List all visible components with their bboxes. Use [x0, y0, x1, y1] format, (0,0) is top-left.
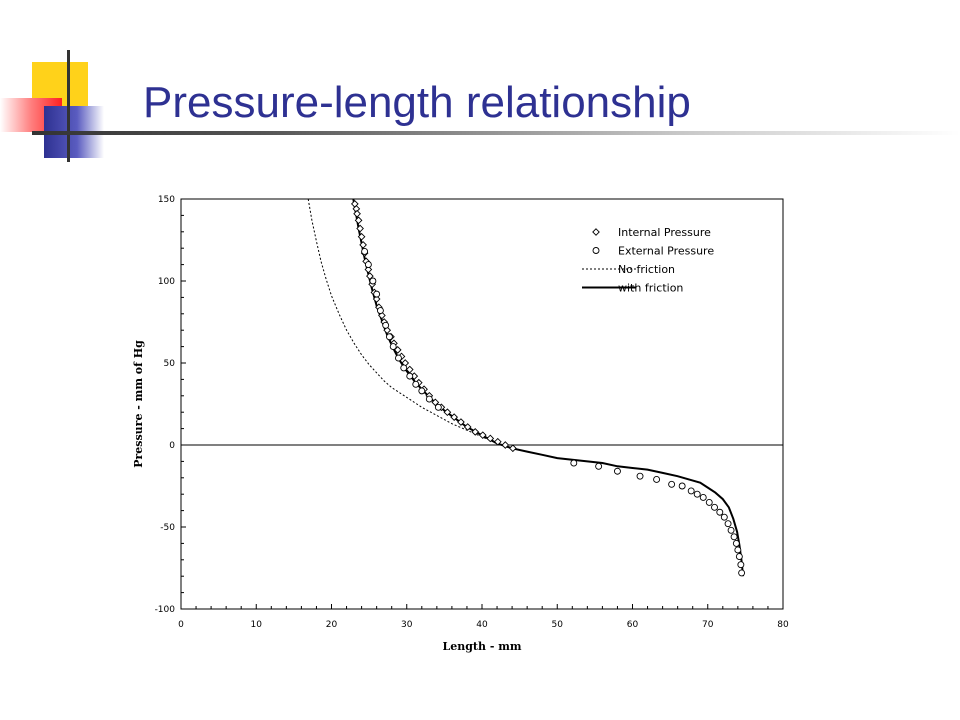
- y-tick-label: -50: [160, 523, 175, 533]
- external-pressure-point: [369, 277, 377, 285]
- external-pressure-point: [678, 482, 686, 490]
- axis-ticks: 0 10 20 30 40 50 60 70 80 150 100 50 0 -50 -100: [155, 195, 789, 630]
- external-pressure-point: [711, 503, 718, 511]
- internal-pressure-point: [354, 216, 363, 225]
- internal-pressure-point: [509, 444, 517, 453]
- external-pressure-point: [412, 380, 420, 388]
- internal-pressure-point: [592, 228, 600, 236]
- series-group: [307, 199, 746, 577]
- external-pressure-point: [400, 364, 408, 372]
- external-pressure-point: [737, 561, 745, 569]
- legend: Internal Pressure External Pressure No fri…: [582, 226, 714, 295]
- no-friction-line: [307, 199, 513, 449]
- x-tick-label: 80: [777, 620, 789, 630]
- external-pressure-point: [727, 526, 735, 534]
- x-tick-label: 70: [702, 620, 714, 630]
- external-pressure-point: [406, 372, 414, 380]
- x-tick-label: 30: [401, 620, 413, 630]
- internal-pressure-point: [443, 408, 452, 417]
- external-pressure-point: [373, 290, 381, 298]
- ornament-vertical-line: [67, 50, 70, 162]
- external-pressure-point: [595, 462, 603, 470]
- plot-frame: [180, 198, 784, 610]
- external-pressure-point: [592, 247, 600, 254]
- internal-pressure-point: [501, 441, 510, 449]
- internal-pressure-point: [364, 265, 373, 274]
- legend-label: No friction: [618, 263, 675, 276]
- external-pressure-point: [434, 403, 442, 411]
- external-pressure-point: [735, 553, 743, 560]
- x-tick-label: 40: [476, 620, 488, 630]
- external-pressure-point: [716, 508, 724, 516]
- y-axis-label: Pressure - mm of Hg: [132, 340, 145, 468]
- internal-pressure-point: [486, 434, 495, 443]
- y-tick-label: 0: [169, 441, 175, 451]
- internal-pressure-point: [357, 232, 366, 241]
- y-tick-label: 150: [158, 195, 175, 205]
- external-pressure-point: [738, 569, 746, 577]
- external-pressure-point: [418, 387, 426, 395]
- x-tick-label: 60: [627, 620, 639, 630]
- x-tick-label: 10: [251, 620, 263, 630]
- title-underline: [32, 131, 960, 135]
- internal-pressure-point: [450, 413, 458, 421]
- x-tick-label: 20: [326, 620, 338, 630]
- external-pressure-point: [693, 490, 701, 498]
- internal-pressure-point: [359, 241, 367, 249]
- external-pressure-point: [668, 480, 676, 488]
- external-pressure-point: [425, 395, 433, 403]
- legend-label: with friction: [618, 282, 683, 295]
- external-pressure-point: [376, 307, 384, 314]
- y-tick-label: 100: [158, 277, 175, 287]
- internal-pressure-point: [463, 423, 472, 431]
- y-tick-label: -100: [155, 605, 176, 615]
- internal-pressure-point: [478, 431, 487, 439]
- internal-pressure-point: [356, 224, 364, 233]
- external-pressure-point: [653, 475, 661, 483]
- external-pressure-point: [570, 459, 578, 467]
- x-tick-label: 50: [552, 620, 564, 630]
- internal-pressure-point: [353, 209, 361, 218]
- legend-label: External Pressure: [618, 245, 714, 258]
- external-pressure-point: [687, 487, 695, 495]
- external-pressure-point: [385, 333, 393, 341]
- external-pressure-point: [730, 533, 738, 541]
- external-pressure-point: [724, 520, 732, 528]
- y-tick-label: 50: [164, 359, 176, 369]
- external-pressure-point: [364, 261, 372, 269]
- external-pressure-point: [732, 539, 740, 547]
- external-pressure-point: [382, 321, 390, 329]
- internal-pressure-point: [372, 295, 381, 303]
- external-pressure-point: [636, 472, 644, 480]
- external-pressure-point: [705, 498, 713, 506]
- external-pressure-point: [720, 513, 728, 521]
- internal-pressure-point: [471, 428, 480, 436]
- external-pressure-point: [395, 354, 402, 362]
- legend-label: Internal Pressure: [618, 226, 711, 239]
- external-pressure-point: [699, 494, 707, 501]
- x-axis-label: Length - mm: [442, 640, 521, 653]
- x-tick-label: 0: [178, 620, 184, 630]
- external-pressure-point: [361, 248, 369, 255]
- internal-pressure-point: [366, 272, 374, 280]
- internal-pressure-point: [431, 398, 440, 407]
- internal-pressure-point: [493, 437, 502, 446]
- slide-title: Pressure-length relationship: [143, 78, 691, 127]
- external-pressure-point: [389, 343, 397, 351]
- external-pressure-point: [734, 546, 742, 554]
- internal-pressure-point: [457, 418, 465, 426]
- external-pressure-point: [614, 467, 621, 475]
